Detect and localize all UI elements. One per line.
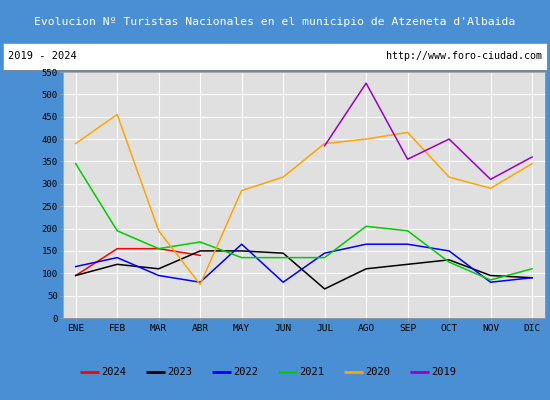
Text: 2024: 2024 [101, 367, 127, 377]
Text: Evolucion Nº Turistas Nacionales en el municipio de Atzeneta d'Albaida: Evolucion Nº Turistas Nacionales en el m… [34, 17, 516, 27]
Text: 2021: 2021 [299, 367, 324, 377]
Text: 2020: 2020 [365, 367, 390, 377]
Text: 2022: 2022 [233, 367, 258, 377]
Text: http://www.foro-ciudad.com: http://www.foro-ciudad.com [386, 51, 542, 61]
Text: 2023: 2023 [167, 367, 192, 377]
Text: 2019: 2019 [431, 367, 456, 377]
Text: 2019 - 2024: 2019 - 2024 [8, 51, 77, 61]
